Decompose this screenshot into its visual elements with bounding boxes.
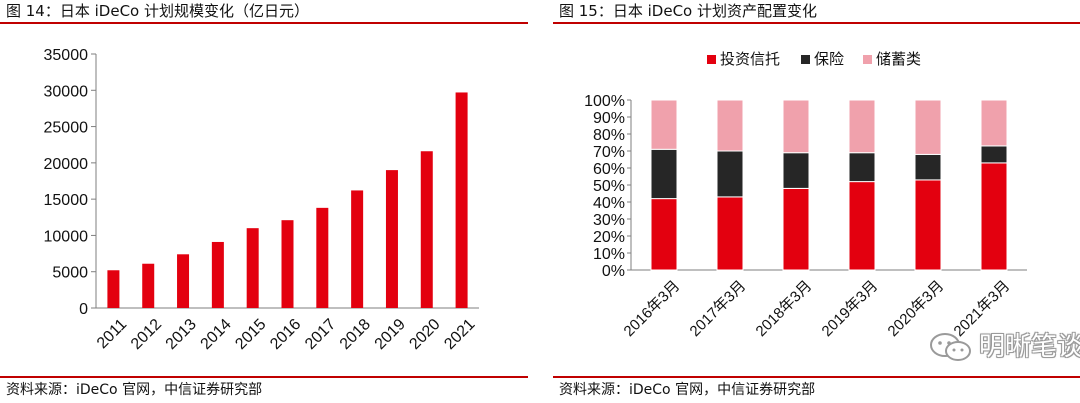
legend-swatch: [801, 55, 810, 64]
y-tick-label: 30%: [593, 212, 625, 229]
x-tick-label: 2017年3月: [687, 277, 750, 340]
x-tick-label: 2017: [302, 316, 339, 353]
figure-15-title: 图 15：日本 iDeCo 计划资产配置变化: [559, 2, 817, 20]
x-tick-label: 2019年3月: [819, 277, 882, 340]
y-tick-label: 50%: [593, 178, 625, 195]
x-tick-label: 2011: [94, 316, 130, 352]
bar: [351, 190, 364, 308]
y-tick-label: 10000: [44, 228, 89, 245]
y-tick-label: 35000: [44, 47, 89, 64]
bar-segment: [980, 99, 1008, 147]
y-tick-label: 30000: [44, 83, 89, 100]
bar-segment: [848, 181, 876, 271]
bar: [385, 170, 398, 308]
bar: [211, 241, 224, 308]
y-tick-label: 15000: [44, 192, 89, 209]
bar: [316, 207, 329, 308]
x-tick-label: 2018: [337, 316, 374, 353]
x-tick-label: 2019: [372, 316, 409, 353]
y-tick-label: 0: [79, 301, 88, 318]
right-figure: 图 15：日本 iDeCo 计划资产配置变化 投资信托 保险 储蓄类 0% 10% 20%…: [553, 0, 1080, 403]
x-tick-label: 2012: [128, 316, 165, 353]
bar-segment: [914, 179, 942, 271]
y-tick-label: 90%: [593, 110, 625, 127]
bar: [177, 254, 190, 308]
x-tick-label: 2020年3月: [885, 277, 948, 340]
bar-segment: [650, 148, 678, 200]
bar-segment: [980, 162, 1008, 271]
y-tick-label: 70%: [593, 144, 625, 161]
wechat-icon: [930, 333, 971, 361]
y-tick-label: 40%: [593, 195, 625, 212]
bar-segment: [650, 198, 678, 271]
legend-swatch: [863, 55, 872, 64]
legend-label: 保险: [814, 51, 844, 68]
bar-segment: [716, 150, 744, 198]
legend-swatch: [707, 55, 716, 64]
x-tick-label: 2015: [232, 316, 269, 353]
bar: [142, 263, 155, 308]
bar: [420, 151, 433, 308]
bar-segment: [980, 145, 1008, 164]
bar: [281, 220, 294, 308]
x-tick-label: 2013: [163, 316, 200, 353]
y-tick-label: 80%: [593, 127, 625, 144]
bar: [246, 228, 259, 308]
bar-segment: [914, 99, 942, 155]
y-tick-label: 0%: [602, 263, 625, 280]
x-tick-label: 2021: [441, 316, 478, 353]
x-tick-label: 2016年3月: [621, 277, 684, 340]
x-tick-label: 2014: [198, 316, 235, 353]
y-tick-label: 60%: [593, 161, 625, 178]
y-tick-label: 20000: [44, 156, 89, 173]
source-rule: [0, 376, 528, 378]
source-rule: [553, 376, 1080, 378]
bar-segment: [782, 152, 810, 189]
bar: [107, 270, 120, 308]
y-tick-label: 10%: [593, 246, 625, 263]
legend-label: 储蓄类: [876, 51, 921, 68]
legend-label: 投资信托: [720, 51, 780, 68]
bar-segment: [848, 152, 876, 183]
bar-segment: [716, 196, 744, 271]
bar-segment: [782, 187, 810, 271]
y-tick-label: 5000: [52, 265, 88, 282]
bar: [455, 92, 468, 308]
y-tick-label: 25000: [44, 120, 89, 137]
watermark-text: 明晰笔谈: [979, 332, 1080, 362]
x-tick-label: 2016: [267, 316, 304, 353]
y-tick-label: 20%: [593, 229, 625, 246]
bar-segment: [650, 99, 678, 150]
figure-14-title: 图 14：日本 iDeCo 计划规模变化（亿日元）: [6, 2, 309, 20]
figure-15-source: 资料来源：iDeCo 官网，中信证券研究部: [559, 382, 816, 398]
x-tick-label: 2020: [406, 316, 443, 353]
figure-14-source: 资料来源：iDeCo 官网，中信证券研究部: [6, 382, 263, 398]
scale-bar-chart: 0500010000150002000025000300003500020112…: [44, 47, 479, 353]
x-tick-label: 2018年3月: [753, 277, 816, 340]
bar-segment: [716, 99, 744, 152]
allocation-stacked-chart: 投资信托 保险 储蓄类 0%10%20%30%40%50%60%70%80%90%10…: [584, 51, 1027, 340]
bar-segment: [914, 153, 942, 181]
y-tick-label: 100%: [584, 93, 625, 110]
bar-segment: [782, 99, 810, 154]
title-rule: [0, 22, 528, 24]
title-rule: [553, 22, 1080, 24]
bar-segment: [848, 99, 876, 154]
left-figure: 图 14：日本 iDeCo 计划规模变化（亿日元） 0 5000 10000 1500…: [0, 0, 528, 403]
